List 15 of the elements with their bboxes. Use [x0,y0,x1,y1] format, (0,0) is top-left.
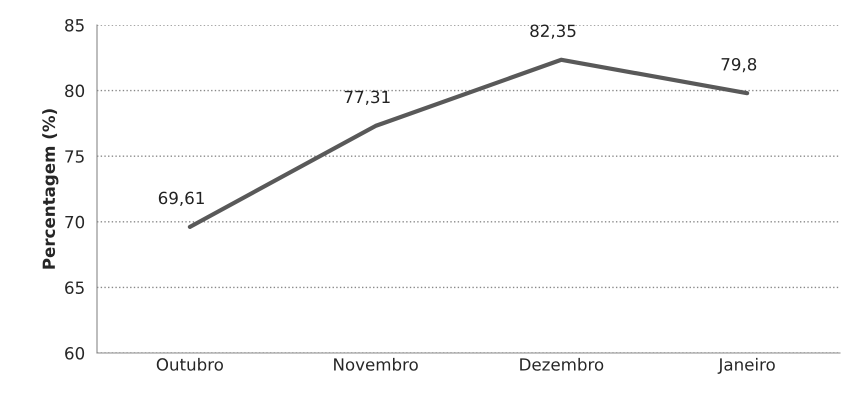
y-tick-label: 70 [65,216,84,228]
data-label: 77,31 [344,90,390,105]
y-tick-label: 75 [65,150,84,163]
y-axis-title: Percentagem (%) [42,109,58,269]
x-tick-label: Dezembro [520,358,604,371]
data-label: 79,8 [722,58,756,72]
data-label: 69,61 [158,192,204,206]
x-tick-label: Outubro [156,358,223,371]
x-tick-label: Novembro [334,358,418,371]
y-tick-label: 80 [65,84,84,98]
x-tick-label: Janeiro [718,358,775,374]
y-tick-label: 85 [65,18,84,32]
y-tick-label: 65 [65,281,84,294]
data-label: 82,35 [530,24,576,39]
y-tick-label: 60 [65,346,84,360]
